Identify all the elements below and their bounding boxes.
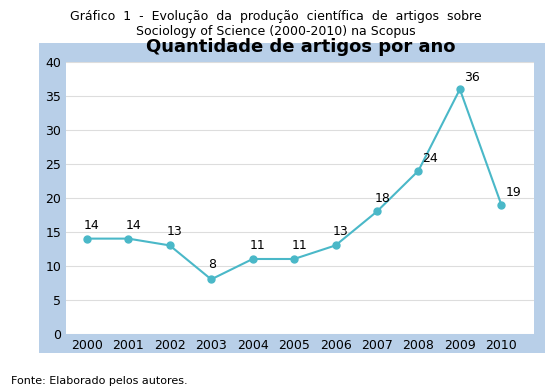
- Text: 13: 13: [333, 225, 348, 239]
- Text: 14: 14: [126, 219, 141, 232]
- Text: 14: 14: [84, 219, 100, 232]
- Text: Sociology of Science (2000-2010) na Scopus: Sociology of Science (2000-2010) na Scop…: [136, 25, 415, 38]
- Text: 13: 13: [167, 225, 183, 239]
- Text: 19: 19: [505, 186, 521, 199]
- Text: 18: 18: [374, 192, 390, 204]
- Title: Quantidade de artigos por ano: Quantidade de artigos por ano: [145, 38, 455, 56]
- Text: Gráfico  1  -  Evolução  da  produção  científica  de  artigos  sobre: Gráfico 1 - Evolução da produção científ…: [69, 10, 482, 23]
- Text: 36: 36: [464, 71, 480, 84]
- Text: 11: 11: [250, 239, 266, 252]
- Text: 24: 24: [423, 152, 439, 165]
- Text: 11: 11: [291, 239, 307, 252]
- Text: Fonte: Elaborado pelos autores.: Fonte: Elaborado pelos autores.: [11, 376, 188, 386]
- Text: 8: 8: [208, 258, 217, 271]
